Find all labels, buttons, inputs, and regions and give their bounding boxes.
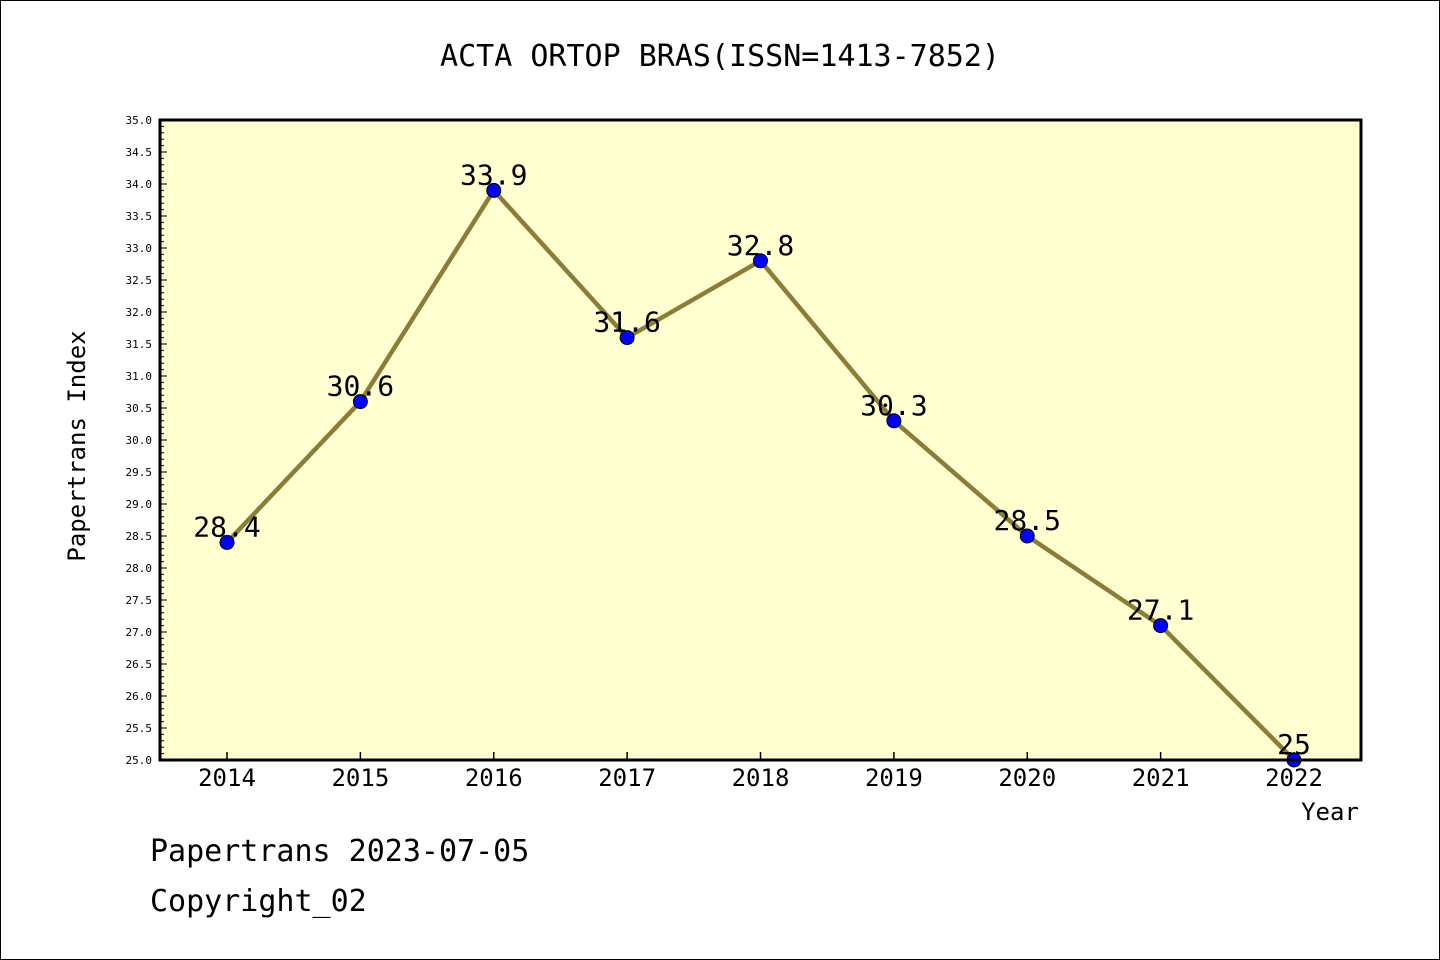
plot-border [158,118,1363,762]
data-label: 32.8 [727,229,794,262]
y-tick-label: 32.0 [126,306,153,319]
y-tick-label: 28.0 [126,562,153,575]
y-tick-label: 34.0 [126,178,153,191]
x-tick-label: 2015 [331,764,389,792]
data-labels: 28.4 30.6 33.9 31.6 32.8 30.3 28.5 27.1 25 [193,158,1311,761]
data-label: 28.4 [193,510,260,543]
y-tick-label: 28.5 [126,530,153,543]
y-axis: 25.0 25.5 26.0 26.5 27.0 27.5 28.0 28.5 29.0 29.5… [126,114,167,767]
y-tick-label: 25.0 [126,754,153,767]
x-axis: 2014 2015 2016 2017 2018 2019 2020 2021 2022 [198,752,1323,792]
y-tick-label: 31.5 [126,338,153,351]
y-tick-label: 33.0 [126,242,153,255]
x-tick-label: 2021 [1132,764,1190,792]
chart-title: ACTA ORTOP BRAS(ISSN=1413-7852) [440,39,1000,74]
y-tick-label: 29.5 [126,466,153,479]
y-tick-label: 33.5 [126,210,153,223]
x-axis-label: Year [1301,798,1359,826]
y-tick-label: 34.5 [126,146,153,159]
footer-copyright: Copyright_02 [150,884,367,919]
data-point [886,413,902,429]
x-tick-label: 2018 [732,764,790,792]
x-tick-label: 2017 [598,764,656,792]
y-tick-label: 25.5 [126,722,153,735]
data-point [753,253,768,269]
x-tick-label: 2020 [998,764,1056,792]
data-point [1019,528,1035,544]
y-tick-label: 27.5 [126,594,153,607]
data-label: 27.1 [1127,594,1194,627]
y-tick-label: 29.0 [126,498,153,511]
data-point [486,182,502,198]
y-tick-label: 35.0 [126,114,153,127]
data-point [219,534,235,550]
y-tick-label: 30.0 [126,434,153,447]
x-tick-label: 2022 [1265,764,1323,792]
y-tick-label: 32.5 [126,274,153,287]
x-tick-label: 2016 [465,764,523,792]
data-label: 33.9 [460,158,527,191]
data-point [1153,618,1169,634]
plot-area [160,120,1361,760]
data-label: 25 [1277,728,1311,761]
footer-date: Papertrans 2023-07-05 [150,834,530,869]
data-label: 31.6 [593,306,660,339]
y-tick-label: 31.0 [126,370,153,383]
y-tick-label: 27.0 [126,626,153,639]
data-point [619,330,635,346]
y-tick-label: 26.5 [126,658,153,671]
y-axis-label: Papertrans Index [63,330,91,561]
x-tick-label: 2019 [865,764,923,792]
data-label: 30.3 [860,389,927,422]
data-label: 30.6 [327,370,394,403]
y-tick-label: 30.5 [126,402,153,415]
x-tick-label: 2014 [198,764,256,792]
data-label: 28.5 [994,504,1061,537]
y-tick-label: 26.0 [126,690,153,703]
data-point [352,394,368,410]
